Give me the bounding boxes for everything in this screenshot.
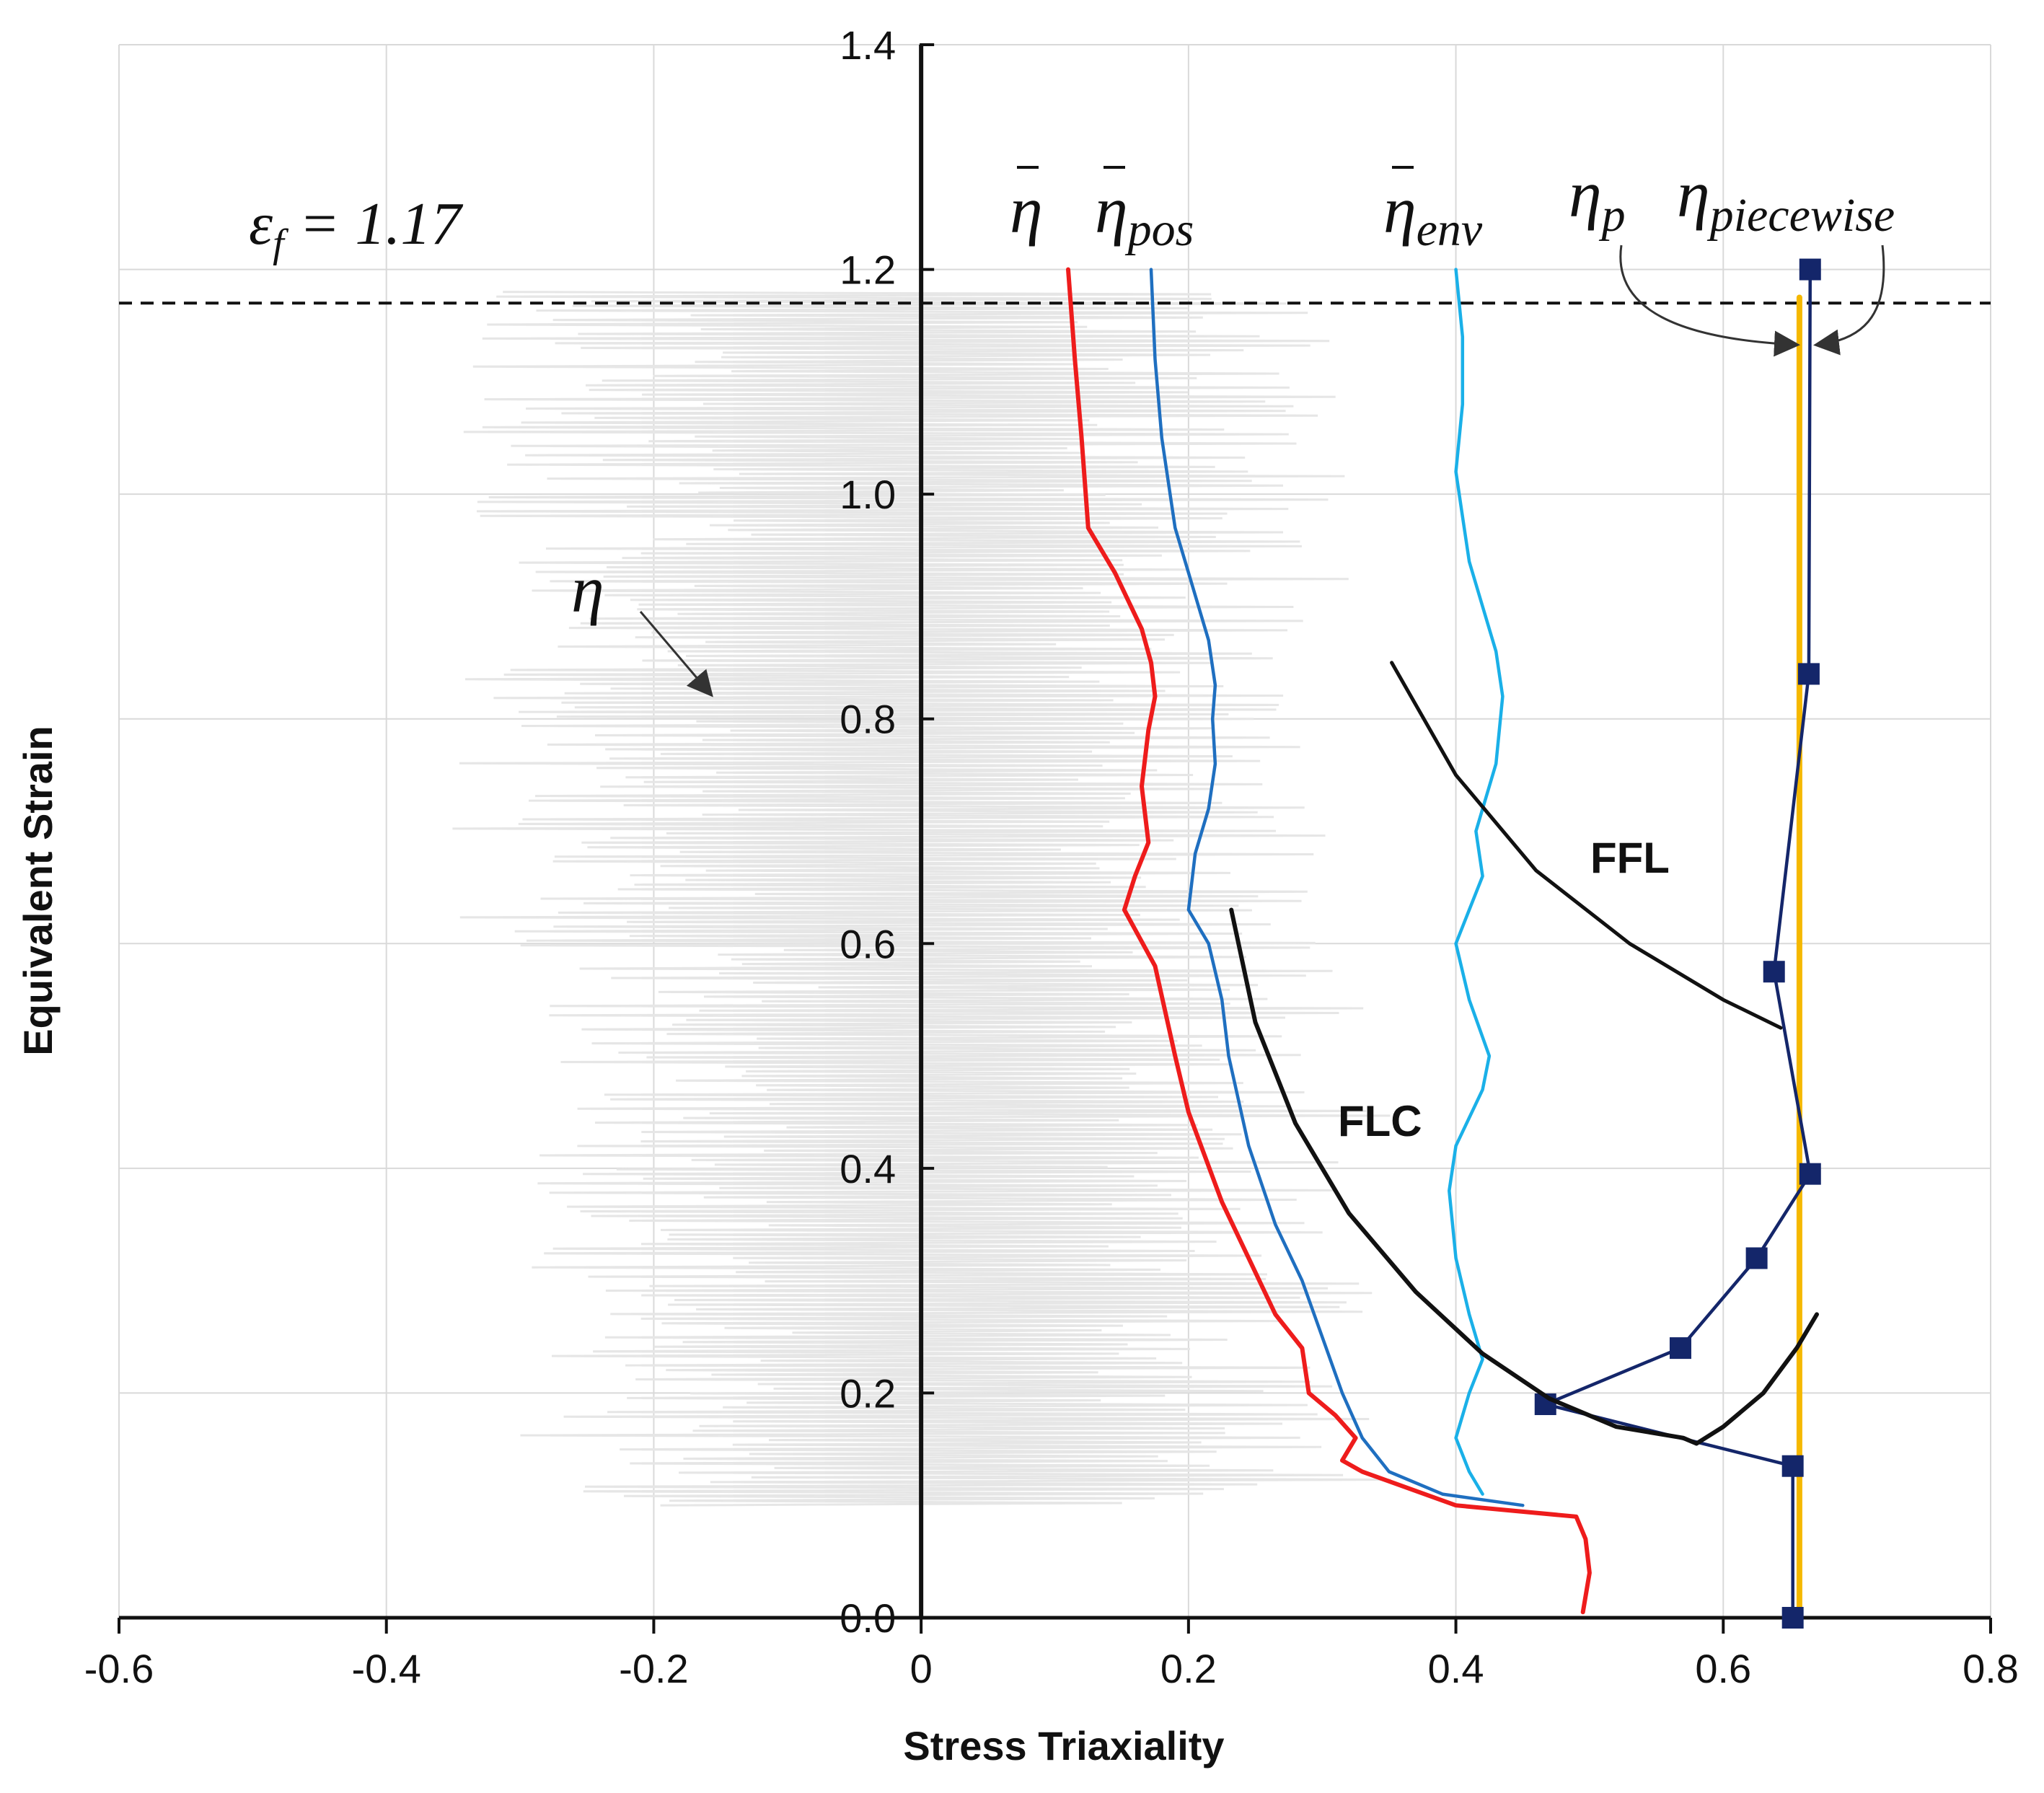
y-tick-label: 1.4	[840, 22, 896, 68]
label-flc: FLC	[1338, 1097, 1422, 1145]
series-line-5	[1390, 661, 1783, 1030]
svg-text:η: η	[1010, 173, 1043, 247]
piecewise-marker	[1797, 663, 1820, 685]
piecewise-marker	[1781, 1607, 1804, 1629]
piecewise-marker	[1745, 1247, 1768, 1269]
series-line-1	[1149, 268, 1525, 1507]
label-ffl: FFL	[1590, 834, 1670, 882]
label-eta-bar: η	[1010, 166, 1043, 247]
y-axis-title: Equivalent Strain	[15, 726, 61, 1055]
svg-text:ηpos: ηpos	[1095, 173, 1194, 256]
x-tick-label: 0	[910, 1646, 933, 1691]
x-tick-label: -0.6	[84, 1646, 154, 1691]
label-eta-pos: ηpos	[1095, 166, 1194, 256]
series-group	[1066, 258, 1821, 1629]
series-line-2	[1448, 268, 1505, 1496]
label-eta-env: ηenv	[1383, 166, 1483, 256]
y-tick-label: 1.2	[840, 247, 896, 293]
piecewise-marker	[1669, 1337, 1691, 1360]
svg-text:ηpiecewise: ηpiecewise	[1677, 157, 1895, 242]
y-tick-label: 0.6	[840, 921, 896, 966]
svg-text:η: η	[571, 552, 604, 626]
x-tick-label: 0.4	[1428, 1646, 1484, 1691]
svg-text:ηp: ηp	[1569, 157, 1626, 242]
x-tick-label: -0.4	[351, 1646, 421, 1691]
piecewise-marker	[1763, 961, 1785, 983]
arrow-eta-piecewise	[1813, 244, 1885, 356]
label-eta-instantaneous: η	[571, 552, 604, 626]
y-tick-label: 0.4	[840, 1146, 896, 1191]
svg-text:ηenv: ηenv	[1383, 173, 1483, 256]
x-tick-label: 0.2	[1160, 1646, 1217, 1691]
label-eta-piecewise: ηpiecewise	[1677, 157, 1895, 242]
arrow-eta-p	[1619, 244, 1800, 357]
x-axis-title: Stress Triaxiality	[903, 1723, 1224, 1768]
series-line-6	[1229, 907, 1819, 1446]
x-tick-label: 0.6	[1695, 1646, 1751, 1691]
failure-strain-label: εf = 1.17	[249, 190, 463, 266]
y-tick-label: 0.2	[840, 1370, 896, 1416]
piecewise-marker	[1781, 1455, 1804, 1477]
series-line-0	[1066, 267, 1592, 1615]
piecewise-marker	[1799, 258, 1821, 281]
x-tick-label: -0.2	[619, 1646, 689, 1691]
label-eta-p: ηp	[1569, 157, 1626, 242]
tick-labels: -0.6 -0.4 -0.2 0 0.2 0.4 0.6 0.8 0.0 0.2 0.4 0.6 0.8…	[84, 22, 2019, 1691]
y-tick-label: 0.8	[840, 697, 896, 742]
arrow-eta	[639, 611, 713, 697]
eta-noise-trace	[452, 291, 1391, 1507]
axes	[118, 43, 1992, 1634]
piecewise-marker	[1799, 1163, 1821, 1185]
y-tick-label: 0.0	[840, 1595, 896, 1641]
eta-instantaneous-noise	[452, 291, 1391, 1507]
x-tick-label: 0.8	[1962, 1646, 2019, 1691]
y-tick-label: 1.0	[840, 472, 896, 517]
